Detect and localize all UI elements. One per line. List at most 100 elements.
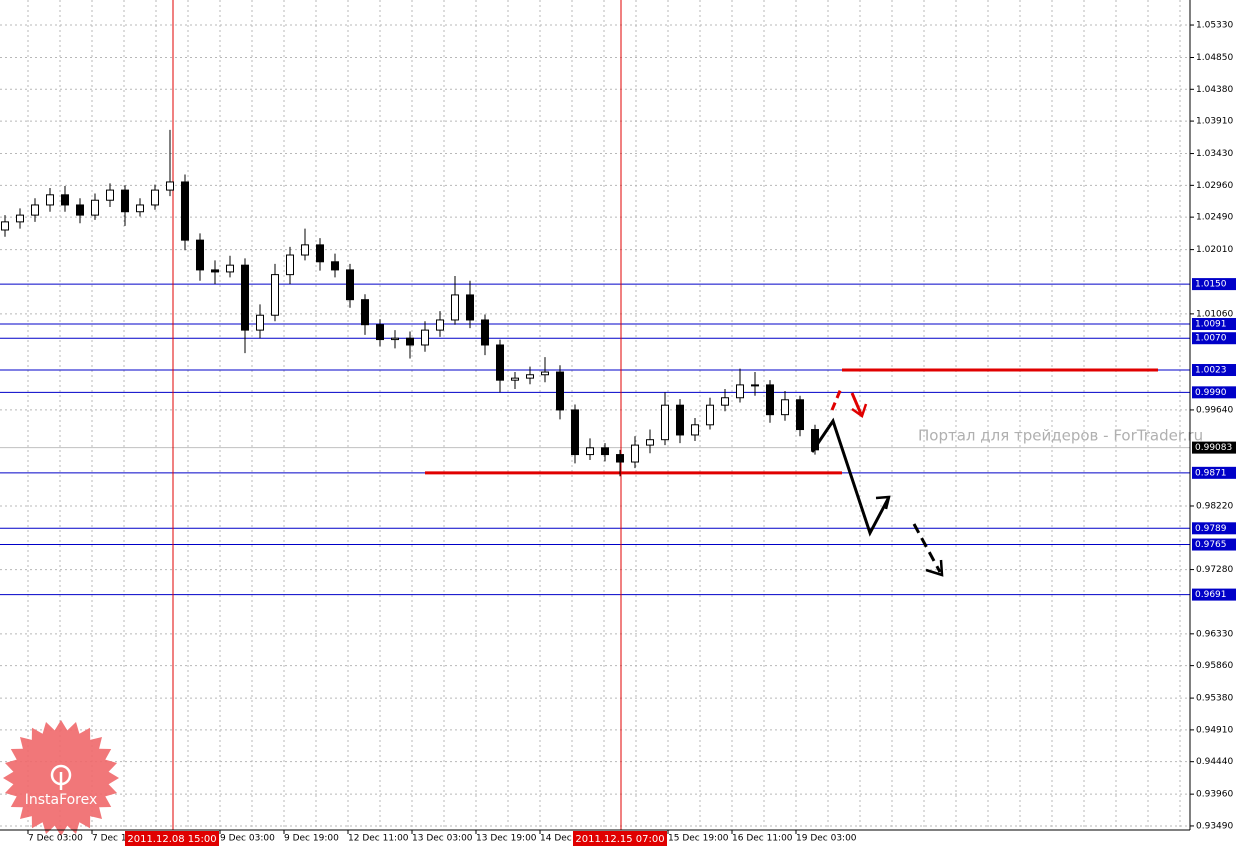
candle-body — [736, 384, 744, 399]
candle-body — [496, 344, 504, 381]
x-tick-label: 7 Dec 19:00 — [92, 834, 147, 844]
candle-body — [181, 181, 189, 241]
y-tick-label: 0.93960 — [1196, 790, 1233, 800]
y-tick-label: 1.01060 — [1196, 309, 1233, 319]
forecast-arrows — [810, 385, 944, 577]
candle-body — [646, 439, 654, 446]
level-label-box — [1192, 332, 1236, 345]
forecast-alt — [912, 523, 942, 573]
candle-body — [286, 254, 294, 276]
y-tick-label: 0.99640 — [1196, 405, 1233, 415]
marker-label: 2011.12.15 07:00 — [575, 834, 664, 845]
level-label: 0.9765 — [1195, 540, 1227, 550]
candle-body — [31, 204, 39, 216]
candle-body — [331, 261, 339, 271]
candle-body — [796, 399, 804, 431]
candle-body — [106, 189, 114, 201]
arrow-head — [851, 403, 868, 418]
candle-body — [541, 371, 549, 376]
candle-body — [166, 181, 174, 191]
forecast-alt — [830, 385, 844, 411]
logo-text: InstaForex — [25, 792, 98, 808]
level-label: 0.9871 — [1195, 468, 1227, 478]
candle-body — [631, 444, 639, 463]
candle-body — [601, 447, 609, 456]
current-price-label: 0.99083 — [1195, 443, 1232, 453]
candle-body — [766, 384, 774, 416]
y-tick-label: 1.04380 — [1196, 85, 1233, 95]
logo: InstaForex — [3, 720, 119, 836]
forecast-alt — [850, 392, 863, 415]
x-tick-label: 13 Dec 03:00 — [412, 834, 473, 844]
candle-body — [781, 399, 789, 416]
y-tick-label: 1.02490 — [1196, 213, 1233, 223]
level-label: 1.0091 — [1195, 320, 1227, 330]
candle-body — [136, 204, 144, 213]
candle-body — [16, 214, 24, 223]
x-tick-label: 19 Dec 03:00 — [796, 834, 857, 844]
candle-body — [406, 337, 414, 346]
current-price-box — [1192, 441, 1236, 454]
level-label: 0.9789 — [1195, 524, 1227, 534]
x-tick-label: 12 Dec 11:00 — [348, 834, 409, 844]
candle-body — [571, 409, 579, 456]
candle-body — [511, 377, 519, 381]
candle-body — [121, 189, 129, 213]
y-tick-label: 1.02960 — [1196, 181, 1233, 191]
candle-body — [61, 194, 69, 206]
candle-body — [586, 447, 594, 456]
candle-body — [151, 189, 159, 206]
y-tick-label: 1.02010 — [1196, 245, 1233, 255]
candle-body — [316, 244, 324, 263]
candle-body — [481, 319, 489, 346]
candle-body — [436, 319, 444, 331]
candle-body — [76, 204, 84, 216]
x-tick-label: 16 Dec 11:00 — [732, 834, 793, 844]
candle-body — [751, 384, 759, 387]
level-label-box — [1192, 522, 1236, 535]
candle-body — [421, 329, 429, 346]
x-tick-label: 15 Dec 19:00 — [668, 834, 729, 844]
x-tick-label: 14 Dec 11:00 — [540, 834, 601, 844]
candle-body — [721, 397, 729, 406]
candle-body — [466, 294, 474, 321]
level-label: 1.0150 — [1195, 280, 1227, 290]
x-tick-label: 9 Dec 19:00 — [284, 834, 339, 844]
x-tick-label: 7 Dec 03:00 — [28, 834, 83, 844]
arrow-head — [875, 495, 891, 510]
candle-body — [271, 274, 279, 316]
level-label: 1.0070 — [1195, 334, 1227, 344]
arrow-head — [925, 559, 944, 577]
candle-body — [556, 371, 564, 411]
y-tick-label: 0.93490 — [1196, 821, 1233, 831]
level-label: 1.0023 — [1195, 366, 1227, 376]
candle-body — [361, 299, 369, 326]
level-label-box — [1192, 588, 1236, 601]
candle-body — [211, 269, 219, 273]
candle-body — [691, 424, 699, 436]
y-tick-label: 0.96330 — [1196, 629, 1233, 639]
level-label: 0.9691 — [1195, 590, 1227, 600]
candle-body — [46, 194, 54, 206]
y-tick-label: 1.03910 — [1196, 117, 1233, 127]
candle-body — [346, 269, 354, 301]
marker-label: 2011.12.08 15:00 — [127, 834, 216, 845]
x-tick-label: 13 Dec 19:00 — [476, 834, 537, 844]
candle-body — [676, 404, 684, 436]
level-label-box — [1192, 538, 1236, 551]
y-tick-label: 1.03430 — [1196, 149, 1233, 159]
y-tick-label: 0.97280 — [1196, 565, 1233, 575]
level-label-box — [1192, 318, 1236, 331]
y-tick-label: 1.04850 — [1196, 53, 1233, 63]
y-tick-label: 0.95380 — [1196, 694, 1233, 704]
candle-body — [706, 404, 714, 426]
candle-body — [526, 374, 534, 379]
level-label-box — [1192, 466, 1236, 479]
forecast-path — [810, 417, 890, 537]
marker-box — [125, 831, 219, 846]
level-label: 0.9990 — [1195, 388, 1227, 398]
candle-body — [226, 264, 234, 273]
